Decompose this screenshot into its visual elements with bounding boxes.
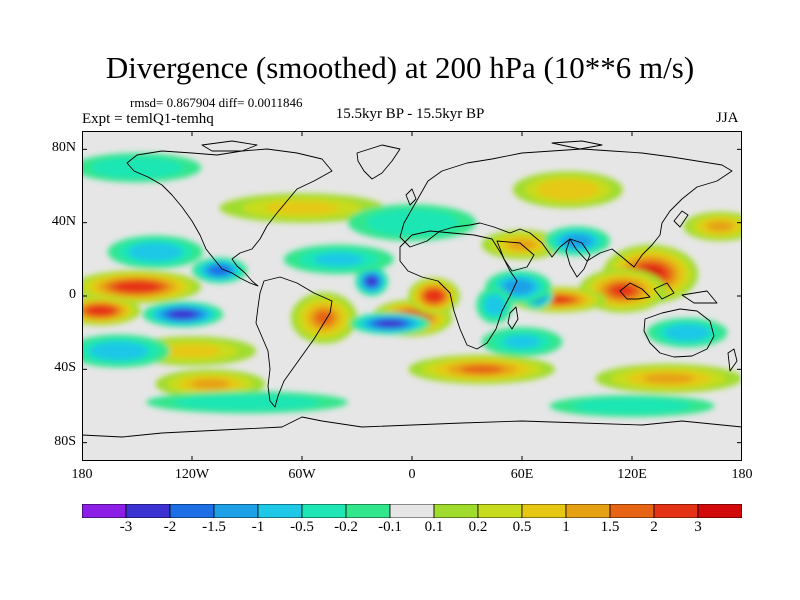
- season-label: JJA: [716, 110, 739, 126]
- colorbar-label: 1.5: [600, 519, 620, 535]
- colorbar-swatch: [125, 504, 171, 518]
- colorbar-swatch: [433, 504, 479, 518]
- colorbar-swatch: [345, 504, 391, 518]
- colorbar-label: -2: [163, 519, 177, 535]
- colorbar-label: 1: [562, 519, 570, 535]
- field-feature-30: [595, 401, 669, 411]
- colorbar-label: 3: [694, 519, 702, 535]
- experiment-label: Expt = temlQ1-temhq: [82, 111, 214, 127]
- colorbar-swatch: [653, 504, 699, 518]
- colorbar-label: 0.2: [468, 519, 488, 535]
- y-tick-label: 40N: [51, 213, 76, 229]
- colorbar-label: -1.5: [202, 519, 226, 535]
- y-tick-label: 40S: [54, 360, 76, 376]
- field-feature-18: [174, 311, 192, 318]
- colorbar-swatch: [609, 504, 655, 518]
- field-feature-24: [100, 345, 137, 357]
- x-tick-label: 180: [731, 467, 753, 482]
- colorbar-swatch: [213, 504, 259, 518]
- field-feature-29: [202, 397, 292, 408]
- period-label: 15.5kyr BP - 15.5kyr BP: [335, 106, 485, 122]
- colorbar-label: -0.2: [334, 519, 358, 535]
- colorbar-swatch: [565, 504, 611, 518]
- field-feature-25: [488, 298, 501, 312]
- field-feature-14: [163, 344, 221, 358]
- field-feature-21: [368, 278, 376, 285]
- colorbar-label: -0.5: [290, 519, 314, 535]
- colorbar-swatch: [521, 504, 567, 518]
- field-feature-31: [108, 161, 166, 175]
- colorbar-swatch: [169, 504, 215, 518]
- field-feature-15: [707, 221, 733, 232]
- chart-title: Divergence (smoothed) at 200 hPa (10**6 …: [105, 50, 695, 85]
- x-tick-label: 180: [71, 467, 93, 482]
- field-feature-1: [428, 292, 440, 300]
- colorbar-swatch: [697, 504, 742, 518]
- colorbar-label: -3: [119, 519, 133, 535]
- field-feature-8: [460, 365, 503, 374]
- colorbar-swatch: [257, 504, 303, 518]
- field-feature-28: [383, 214, 441, 231]
- field-feature-23: [138, 246, 172, 258]
- field-feature-20: [381, 321, 399, 326]
- x-tick-label: 60E: [510, 467, 534, 482]
- stats-text: rmsd= 0.867904 diff= 0.0011846: [130, 95, 303, 110]
- field-feature-5: [91, 307, 109, 314]
- colorbar-swatch: [301, 504, 347, 518]
- field-feature-19: [212, 267, 227, 274]
- colorbar-swatch: [477, 504, 523, 518]
- colorbar-swatch: [82, 504, 127, 518]
- coastlines: [82, 140, 742, 438]
- field-feature-27: [314, 252, 364, 266]
- field-feature-3: [612, 285, 634, 296]
- colorbar-label: 0.1: [424, 519, 444, 535]
- field-feature-10: [643, 373, 695, 384]
- x-tick-label: 120E: [617, 467, 647, 482]
- field-feature-11: [548, 183, 587, 197]
- field-feature-9: [191, 378, 230, 390]
- y-tick-label: 80S: [54, 433, 76, 449]
- colorbar-label: 2: [650, 519, 658, 535]
- y-tick-label: 80N: [51, 140, 76, 156]
- colorbar-label: 0.5: [512, 519, 532, 535]
- field-feature-26: [672, 327, 702, 338]
- x-tick-label: 0: [408, 467, 416, 482]
- y-tick-label: 0: [69, 287, 76, 302]
- divergence-map: [82, 131, 742, 461]
- colorbar-swatch: [389, 504, 435, 518]
- field-feature-12: [265, 201, 339, 215]
- x-tick-label: 120W: [174, 467, 210, 482]
- field-feature-17: [508, 282, 528, 292]
- field-feature-32: [504, 335, 540, 349]
- colorbar-label: -0.1: [378, 519, 402, 535]
- colorbar: [82, 504, 742, 518]
- field-feature-4: [123, 283, 151, 291]
- colorbar-label: -1: [251, 519, 265, 535]
- x-tick-label: 60W: [288, 467, 316, 482]
